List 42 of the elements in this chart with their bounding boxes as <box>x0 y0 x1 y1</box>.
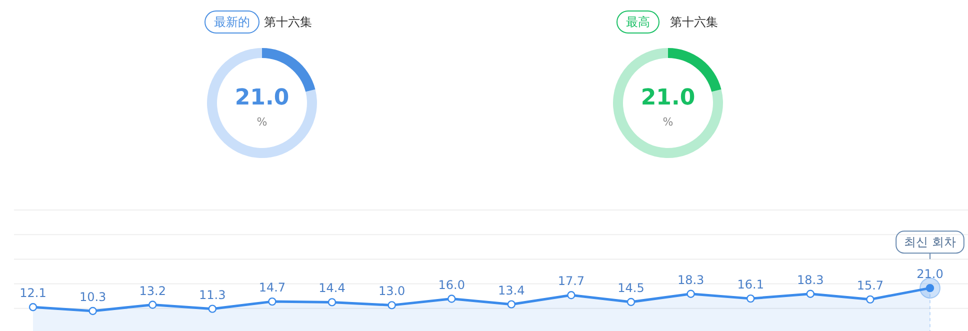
point <box>686 290 695 298</box>
data-label: 10.3 <box>79 290 106 304</box>
point <box>88 306 97 316</box>
data-label: 11.3 <box>199 288 226 302</box>
point <box>28 303 38 312</box>
donut-slice <box>613 48 723 158</box>
point <box>806 290 814 298</box>
point <box>507 300 516 308</box>
data-label: 16.1 <box>737 278 764 292</box>
data-label: 14.7 <box>258 280 286 295</box>
point <box>866 295 874 304</box>
data-label: 18.3 <box>677 272 704 287</box>
data-label: 16.0 <box>438 278 465 292</box>
point <box>208 304 216 313</box>
data-label: 17.7 <box>558 274 585 288</box>
data-label: 13.4 <box>498 283 525 298</box>
data-label: 18.3 <box>797 272 824 287</box>
text: % <box>662 116 674 128</box>
data-label: 21.0 <box>640 86 696 110</box>
point <box>388 301 396 310</box>
annotation: 최신 회차 <box>904 235 956 250</box>
point <box>626 298 636 306</box>
data-label: 13.2 <box>139 284 166 298</box>
chart-subtitle: 第十六集 <box>264 15 312 29</box>
donut-slice <box>207 48 317 158</box>
chart-title: 最高 <box>626 15 650 29</box>
data-label: 13.0 <box>378 284 406 298</box>
point <box>746 294 755 303</box>
chart-title: 最新的 <box>214 15 250 29</box>
point <box>448 294 456 303</box>
data-label: 21.0 <box>234 86 290 110</box>
point <box>148 300 157 309</box>
chart-subtitle: 第十六集 <box>670 15 718 29</box>
data-label: 21.0 <box>916 267 944 282</box>
point <box>567 291 576 300</box>
text: % <box>256 116 268 128</box>
data-label: 12.1 <box>20 286 46 300</box>
data-label: 14.4 <box>318 281 346 296</box>
point <box>328 298 336 306</box>
point <box>268 297 276 306</box>
data-label: 15.7 <box>856 278 884 292</box>
data-label: 14.5 <box>618 280 644 295</box>
